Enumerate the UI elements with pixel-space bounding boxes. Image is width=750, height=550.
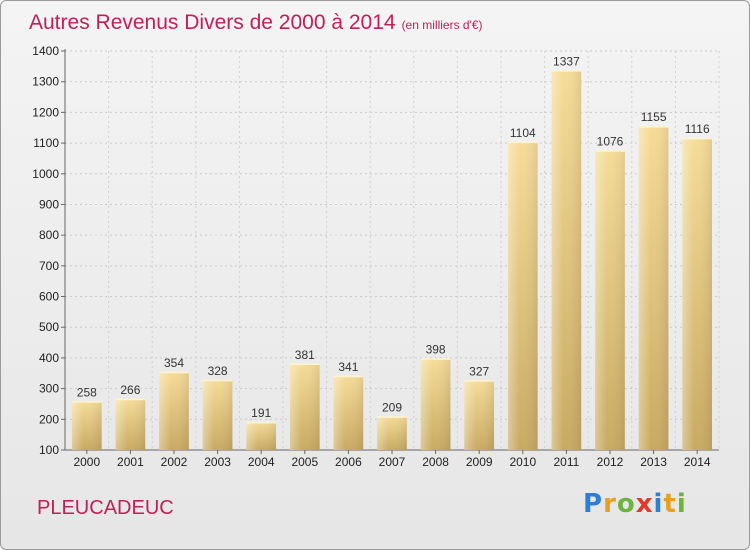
bar-shade-2003 bbox=[202, 380, 233, 450]
labels: 258 266 354 328 191 381 341 209 398 327 1104 1337 10… bbox=[77, 54, 710, 420]
data-label-2011: 1337 bbox=[553, 54, 580, 68]
bar-shade-2001 bbox=[115, 399, 146, 450]
bar-shade-2009 bbox=[464, 380, 495, 450]
data-label-2002: 354 bbox=[164, 356, 184, 370]
y-tick-label: 600 bbox=[39, 290, 59, 304]
data-label-2004: 191 bbox=[251, 406, 271, 420]
data-label-2005: 381 bbox=[295, 348, 315, 362]
y-tick-label: 800 bbox=[39, 228, 59, 242]
bar-shade-2006 bbox=[333, 376, 364, 450]
bar-shade-2013 bbox=[638, 126, 669, 450]
axes: 100 200 300 400 500 600 700 800 900 1000 1100 1200 1… bbox=[32, 44, 719, 469]
y-tick-label: 400 bbox=[39, 351, 59, 365]
chart-title-text: Autres Revenus Divers de 2000 à 2014 bbox=[29, 11, 396, 34]
place-name: PLEUCADEUC bbox=[37, 497, 174, 519]
x-tick-label-2001: 2001 bbox=[117, 455, 144, 469]
bar-shade-2008 bbox=[420, 358, 451, 450]
x-tick-label-2013: 2013 bbox=[640, 455, 667, 469]
y-tick-label: 1400 bbox=[32, 44, 59, 58]
y-tick-label: 1200 bbox=[32, 105, 59, 119]
x-tick-label-2005: 2005 bbox=[291, 455, 318, 469]
data-label-2008: 398 bbox=[426, 343, 446, 357]
bar-shade-2011 bbox=[551, 70, 582, 450]
x-tick-label-2003: 2003 bbox=[204, 455, 231, 469]
bar-shade-2014 bbox=[682, 138, 713, 451]
chart-title-unit: (en milliers d'€) bbox=[401, 18, 483, 32]
data-label-2009: 327 bbox=[469, 364, 489, 378]
chart-title: Autres Revenus Divers de 2000 à 2014 (en … bbox=[29, 11, 483, 35]
y-tick-label: 1000 bbox=[32, 167, 59, 181]
x-tick-label-2010: 2010 bbox=[509, 455, 536, 469]
data-label-2001: 266 bbox=[120, 383, 140, 397]
x-tick-label-2008: 2008 bbox=[422, 455, 449, 469]
data-label-2013: 1155 bbox=[641, 110, 667, 124]
bar-shade-2002 bbox=[159, 372, 189, 450]
bars bbox=[71, 70, 713, 451]
x-tick-label-2002: 2002 bbox=[161, 455, 188, 469]
data-label-2010: 1104 bbox=[510, 126, 536, 140]
x-tick-label-2007: 2007 bbox=[379, 455, 406, 469]
bar-shade-2012 bbox=[595, 150, 625, 451]
y-tick-label: 1300 bbox=[32, 75, 59, 89]
x-tick-label-2014: 2014 bbox=[684, 455, 711, 469]
data-label-2000: 258 bbox=[77, 386, 97, 400]
y-tick-label: 200 bbox=[39, 412, 59, 426]
data-label-2006: 341 bbox=[338, 360, 358, 374]
proxiti-logo: Proxiti bbox=[583, 489, 687, 519]
x-tick-label-2009: 2009 bbox=[466, 455, 493, 469]
data-label-2012: 1076 bbox=[597, 134, 624, 148]
x-tick-label-2012: 2012 bbox=[597, 455, 624, 469]
y-tick-label: 700 bbox=[39, 259, 59, 273]
bar-shade-2010 bbox=[507, 141, 538, 450]
bar-shade-2000 bbox=[71, 401, 102, 450]
y-tick-label: 300 bbox=[39, 382, 59, 396]
bar-shade-2007 bbox=[377, 416, 407, 450]
x-tick-label-2004: 2004 bbox=[248, 455, 275, 469]
data-label-2003: 328 bbox=[208, 364, 228, 378]
x-tick-label-2011: 2011 bbox=[553, 455, 579, 469]
y-tick-label: 500 bbox=[39, 320, 59, 334]
y-tick-label: 100 bbox=[39, 443, 59, 457]
bar-shade-2005 bbox=[289, 363, 320, 450]
bar-shade-2004 bbox=[246, 422, 277, 450]
x-tick-label-2000: 2000 bbox=[73, 455, 100, 469]
x-tick-label-2006: 2006 bbox=[335, 455, 362, 469]
data-label-2007: 209 bbox=[382, 401, 402, 415]
data-label-2014: 1116 bbox=[685, 122, 710, 136]
y-tick-label: 900 bbox=[39, 197, 59, 211]
y-tick-label: 1100 bbox=[33, 136, 59, 150]
